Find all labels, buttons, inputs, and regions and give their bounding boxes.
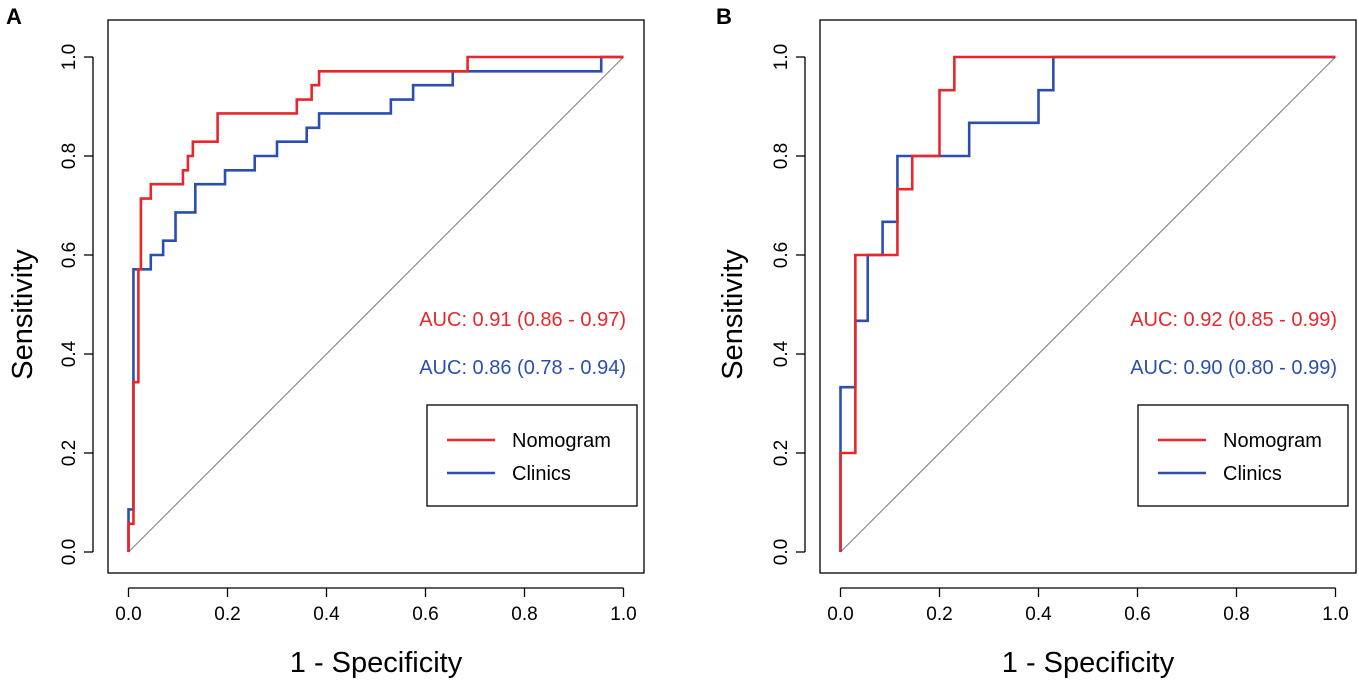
y-axis-title: Sensitivity [717,249,749,380]
roc-curve-nomogram [127,55,624,552]
y-tick-label: 0.8 [771,143,792,169]
reference-diagonal [840,56,1336,553]
y-axis-title: Sensitivity [7,249,39,380]
legend-label-nomogram: Nomogram [1223,430,1322,452]
x-axis-title: 1 - Specificity [290,647,463,679]
roc-panel-b: B 0.0 0.2 0.4 0.6 0.8 1.0 0.0 0.2 0.4 0.6 0.8 1.0 1 -… [716,4,1357,679]
roc-panel-a: A 0.0 0.2 0.4 0.6 0.8 1.0 0.0 0.2 0.4 0.6 0.8 1.0 1 -… [6,4,645,679]
y-tick-label: 0.4 [771,340,792,367]
x-tick-label: 0.6 [1124,604,1150,625]
y-tick-label: 0.0 [771,539,792,565]
auc-annotation-clinics: AUC: 0.86 (0.78 - 0.94) [419,357,626,379]
x-tick-label: 0.2 [214,604,240,625]
legend: Nomogram Clinics [1137,404,1349,507]
legend-label-clinics: Clinics [512,463,571,485]
x-axis-title: 1 - Specificity [1002,647,1175,679]
y-tick-label: 1.0 [59,44,80,70]
x-tick-label: 0.8 [1223,604,1249,625]
y-tick-label: 0.2 [59,440,80,466]
y-tick-label: 0.0 [59,539,80,565]
y-tick-label: 0.6 [771,242,792,268]
x-tick-label: 1.0 [1322,604,1348,625]
x-tick-label: 1.0 [610,604,636,625]
plot-frame [819,19,1357,574]
reference-diagonal [128,56,624,553]
x-tick-label: 0.6 [412,604,438,625]
panel-label: B [716,4,732,29]
x-tick-label: 0.4 [313,604,340,625]
auc-annotation-clinics: AUC: 0.90 (0.80 - 0.99) [1130,357,1337,379]
x-tick-label: 0.8 [511,604,537,625]
x-tick-label: 0.0 [827,604,853,625]
legend-label-clinics: Clinics [1223,463,1282,485]
auc-annotation-nomogram: AUC: 0.91 (0.86 - 0.97) [419,309,626,331]
y-tick-label: 0.6 [59,242,80,268]
roc-curve-nomogram [839,55,1336,552]
y-tick-label: 1.0 [771,44,792,70]
auc-annotation-nomogram: AUC: 0.92 (0.85 - 0.99) [1130,309,1337,331]
legend-box [1137,404,1349,507]
x-tick-label: 0.4 [1025,604,1052,625]
y-tick-label: 0.4 [59,340,80,367]
legend-box [426,404,638,507]
x-tick-label: 0.0 [115,604,141,625]
plot-frame [107,19,645,574]
legend-label-nomogram: Nomogram [512,430,611,452]
legend: Nomogram Clinics [426,404,638,507]
y-tick-label: 0.2 [771,440,792,466]
y-tick-label: 0.8 [59,143,80,169]
panel-label: A [6,4,22,29]
x-tick-label: 0.2 [926,604,952,625]
roc-curve-clinics [127,55,624,552]
